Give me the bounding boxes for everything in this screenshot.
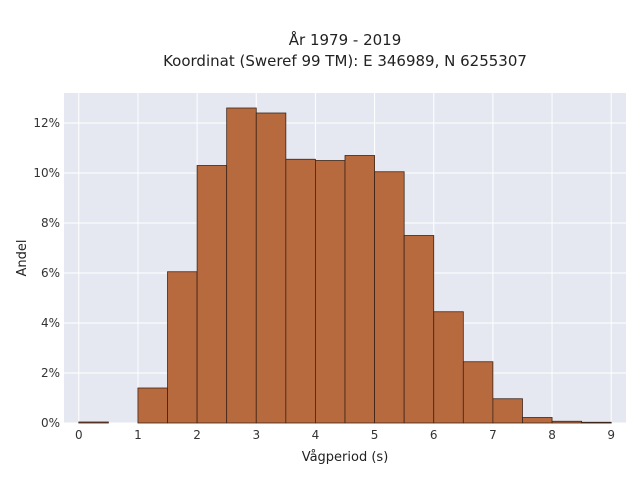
y-tick-label: 6% — [41, 266, 60, 280]
x-tick-label: 3 — [252, 428, 260, 442]
histogram-bar — [433, 311, 464, 424]
histogram-bar — [462, 361, 494, 424]
histogram-bar — [492, 398, 523, 424]
histogram-bar — [403, 235, 435, 424]
x-tick-label: 5 — [371, 428, 379, 442]
chart-title-line-1: År 1979 - 2019 — [289, 30, 402, 49]
histogram-bar — [344, 155, 375, 424]
y-axis-label: Andel — [15, 240, 30, 277]
chart-title-line-2: Koordinat (Sweref 99 TM): E 346989, N 62… — [163, 52, 527, 70]
x-tick-label: 6 — [430, 428, 438, 442]
x-tick-label: 2 — [193, 428, 201, 442]
y-tick-label: 12% — [33, 116, 60, 130]
y-tick-label: 2% — [41, 366, 60, 380]
histogram-bar — [78, 421, 109, 424]
histogram-bar — [374, 171, 405, 424]
y-tick-label: 0% — [41, 416, 60, 430]
x-tick-label: 9 — [607, 428, 615, 442]
x-axis-label: Vågperiod (s) — [302, 450, 389, 465]
histogram-bar — [315, 160, 346, 424]
x-tick-label: 8 — [548, 428, 556, 442]
histogram-bar — [167, 271, 198, 424]
histogram-bar — [522, 417, 553, 424]
x-tick-labels: 0 1 2 3 4 5 6 7 8 9 — [75, 428, 615, 442]
histogram-bar — [581, 421, 612, 424]
histogram-bar — [285, 158, 316, 424]
histogram-bar — [226, 107, 257, 424]
x-tick-label: 0 — [75, 428, 83, 442]
histogram-bar — [196, 165, 228, 424]
y-tick-label: 4% — [41, 316, 60, 330]
histogram-bar — [137, 387, 168, 424]
histogram-bar — [255, 112, 287, 424]
histogram-bar — [551, 420, 583, 424]
x-tick-label: 1 — [134, 428, 142, 442]
bars — [78, 107, 612, 424]
y-tick-label: 10% — [33, 166, 60, 180]
x-tick-label: 7 — [489, 428, 497, 442]
y-tick-labels: 0% 2% 4% 6% 8% 10% 12% — [33, 116, 60, 430]
y-tick-label: 8% — [41, 216, 60, 230]
x-tick-label: 4 — [312, 428, 320, 442]
